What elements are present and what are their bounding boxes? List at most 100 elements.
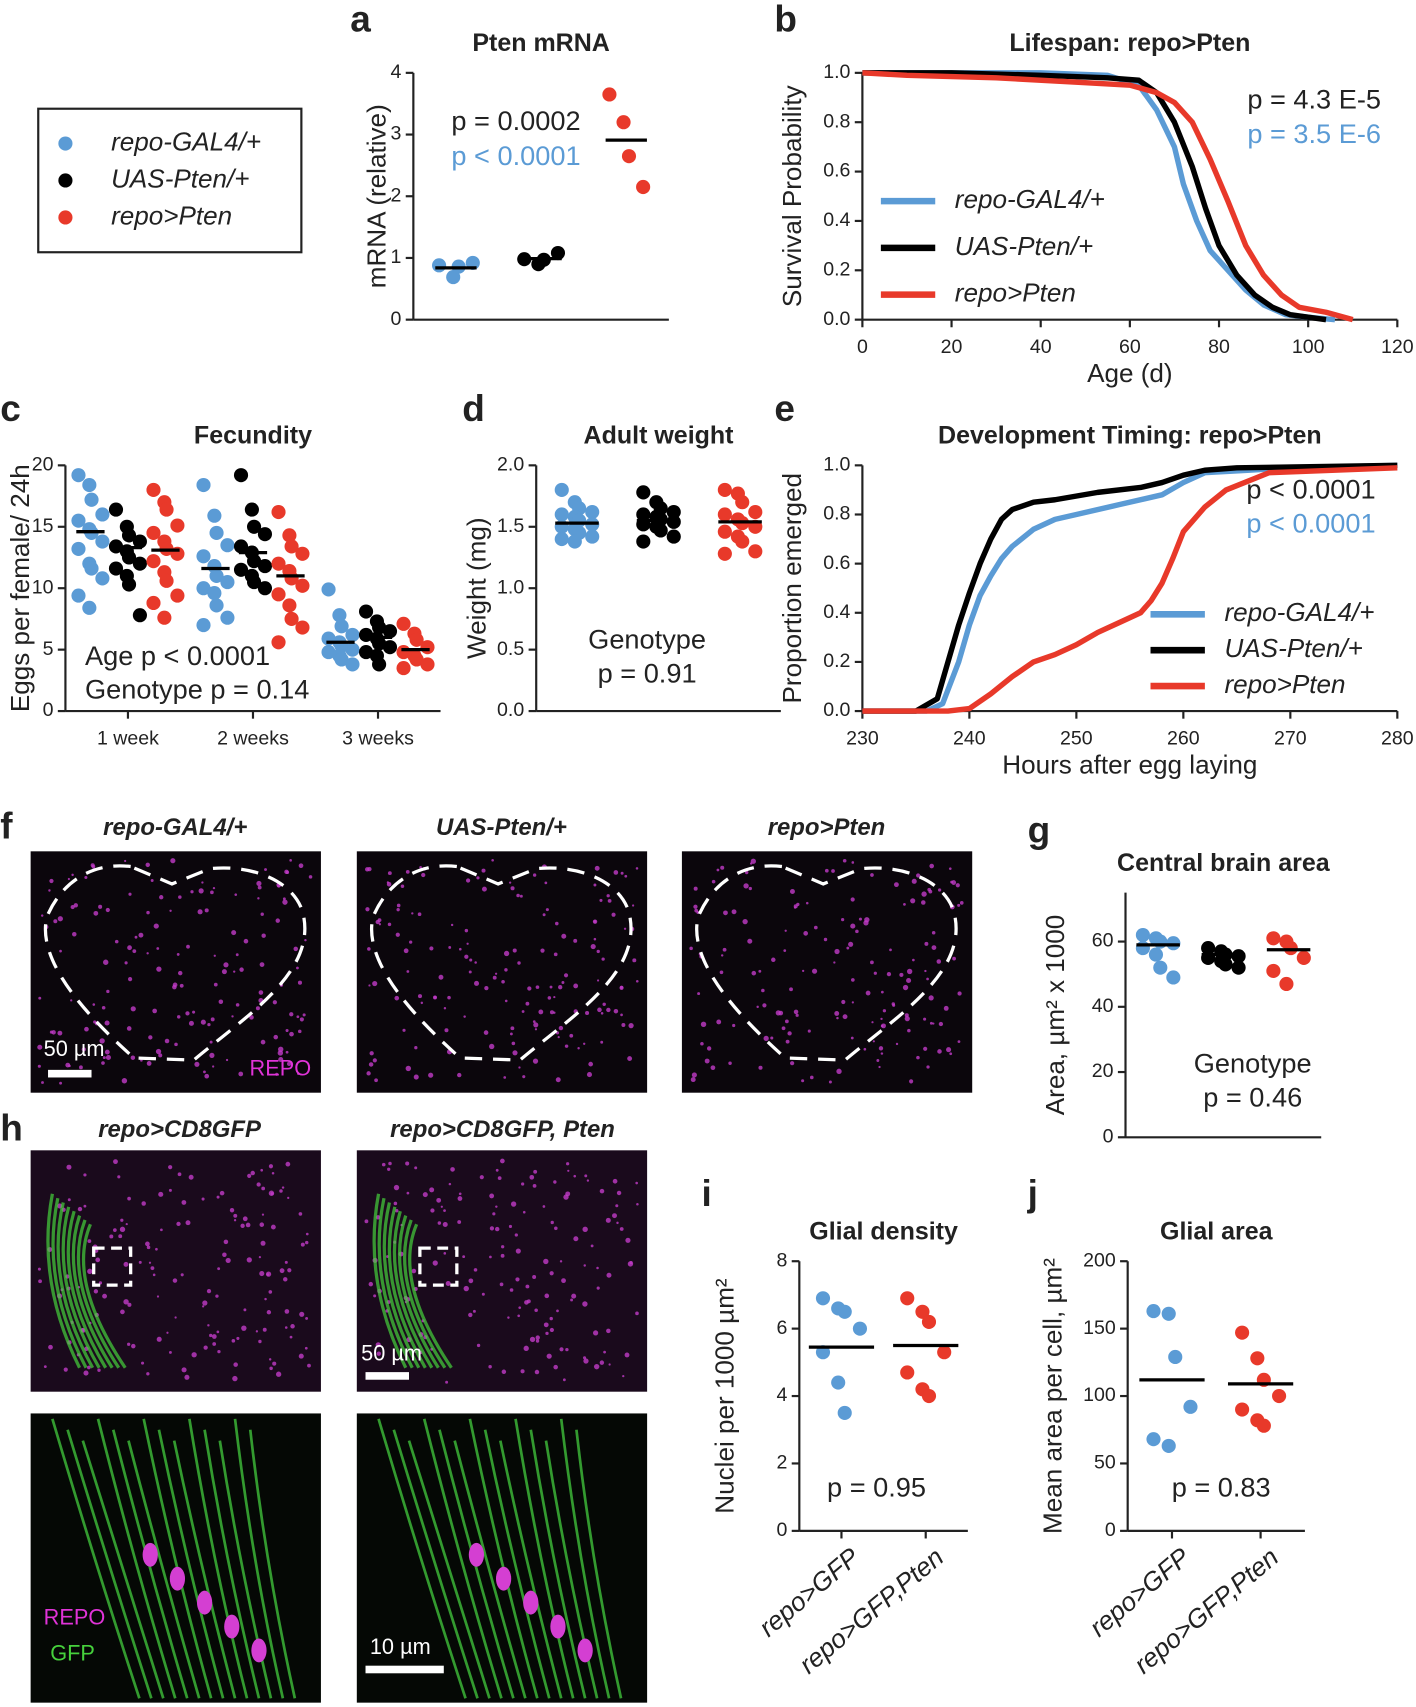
speckle — [279, 1268, 285, 1274]
dot — [717, 524, 732, 539]
speckle — [728, 1061, 732, 1065]
brain-outline — [370, 864, 633, 1062]
scale-bar — [48, 1069, 92, 1078]
speckle — [429, 946, 434, 951]
speckle — [562, 1378, 566, 1382]
speckle — [623, 927, 627, 930]
speckle — [929, 863, 935, 869]
speckle — [795, 1013, 799, 1017]
x-axis-label: Hours after egg laying — [1002, 749, 1257, 779]
speckle — [889, 948, 892, 952]
speckle — [923, 1046, 928, 1051]
repo-nucleus — [495, 1566, 512, 1591]
speckle — [468, 1278, 474, 1284]
speckle — [632, 904, 635, 907]
y-tick-label: 0.4 — [823, 209, 850, 231]
dot — [420, 640, 435, 655]
dot — [84, 561, 99, 576]
speckle — [545, 1331, 549, 1336]
speckle — [368, 1281, 374, 1287]
speckle — [219, 1190, 225, 1196]
speckle — [63, 1367, 68, 1372]
speckle — [624, 1352, 630, 1358]
speckle — [585, 1010, 590, 1016]
speckle — [387, 871, 392, 876]
legend-marker — [58, 136, 73, 151]
speckle — [296, 966, 299, 970]
speckle — [395, 932, 400, 937]
speckle — [81, 1047, 86, 1052]
panel-letter: i — [701, 1173, 711, 1214]
speckle — [207, 1324, 210, 1327]
speckle — [118, 1234, 123, 1239]
speckle — [285, 1028, 289, 1033]
dot — [937, 1345, 952, 1360]
speckle — [534, 1028, 538, 1031]
x-tick-label: 60 — [1119, 336, 1141, 358]
speckle — [298, 1212, 303, 1216]
gfp-membrane — [96, 1418, 177, 1699]
dot — [284, 611, 299, 626]
dot — [321, 582, 336, 597]
speckle — [937, 1049, 942, 1054]
speckle — [473, 1268, 478, 1272]
speckle — [784, 929, 787, 932]
speckle — [500, 1253, 505, 1258]
speckle — [689, 946, 693, 951]
speckle — [465, 878, 471, 883]
dot — [247, 574, 262, 590]
annotation: p = 0.46 — [1203, 1081, 1302, 1112]
speckle — [743, 883, 749, 889]
speckle — [510, 1032, 513, 1036]
gfp-band — [71, 1215, 114, 1369]
speckle — [916, 1055, 920, 1060]
speckle — [48, 889, 51, 892]
speckle — [564, 1044, 569, 1048]
speckle — [450, 923, 454, 927]
speckle — [201, 881, 204, 884]
brain-outline — [43, 864, 307, 1062]
speckle — [102, 1293, 108, 1299]
chart: c Fecundity Eggs per female/ 24h 0 5 10 15 20 Ag… — [0, 388, 441, 750]
dot — [82, 477, 97, 493]
dot — [282, 528, 297, 543]
speckle — [174, 1042, 178, 1047]
speckle — [871, 1021, 874, 1024]
speckle — [462, 1255, 466, 1259]
dot — [207, 508, 222, 523]
speckle — [272, 1361, 277, 1366]
speckle — [615, 1204, 619, 1208]
dot — [915, 1304, 930, 1319]
dot — [1250, 1351, 1265, 1366]
dot — [132, 608, 147, 623]
speckle — [293, 946, 298, 952]
speckle — [929, 1021, 933, 1025]
y-tick-label: 2.0 — [497, 454, 524, 476]
speckle — [181, 1200, 187, 1205]
speckle — [870, 960, 874, 965]
dot — [554, 507, 569, 522]
speckle — [296, 1015, 300, 1019]
speckle — [946, 1047, 952, 1053]
dot — [196, 581, 211, 596]
speckle — [158, 1053, 163, 1058]
speckle — [881, 1023, 886, 1029]
speckle — [606, 1328, 611, 1334]
dot — [1235, 1325, 1250, 1340]
speckle — [213, 954, 216, 957]
speckle — [848, 941, 854, 947]
repo-nucleus — [577, 1638, 593, 1663]
speckle — [553, 952, 558, 957]
speckle — [395, 1209, 399, 1213]
speckle — [781, 1026, 786, 1031]
speckle — [287, 1268, 292, 1273]
speckle — [793, 1009, 799, 1015]
speckle — [613, 1008, 619, 1014]
speckle — [483, 1030, 489, 1035]
y-tick-label: 15 — [32, 515, 54, 537]
speckle — [936, 959, 942, 964]
speckle — [97, 1368, 101, 1372]
speckle — [409, 940, 413, 944]
speckle — [264, 868, 267, 872]
dot — [121, 528, 137, 543]
